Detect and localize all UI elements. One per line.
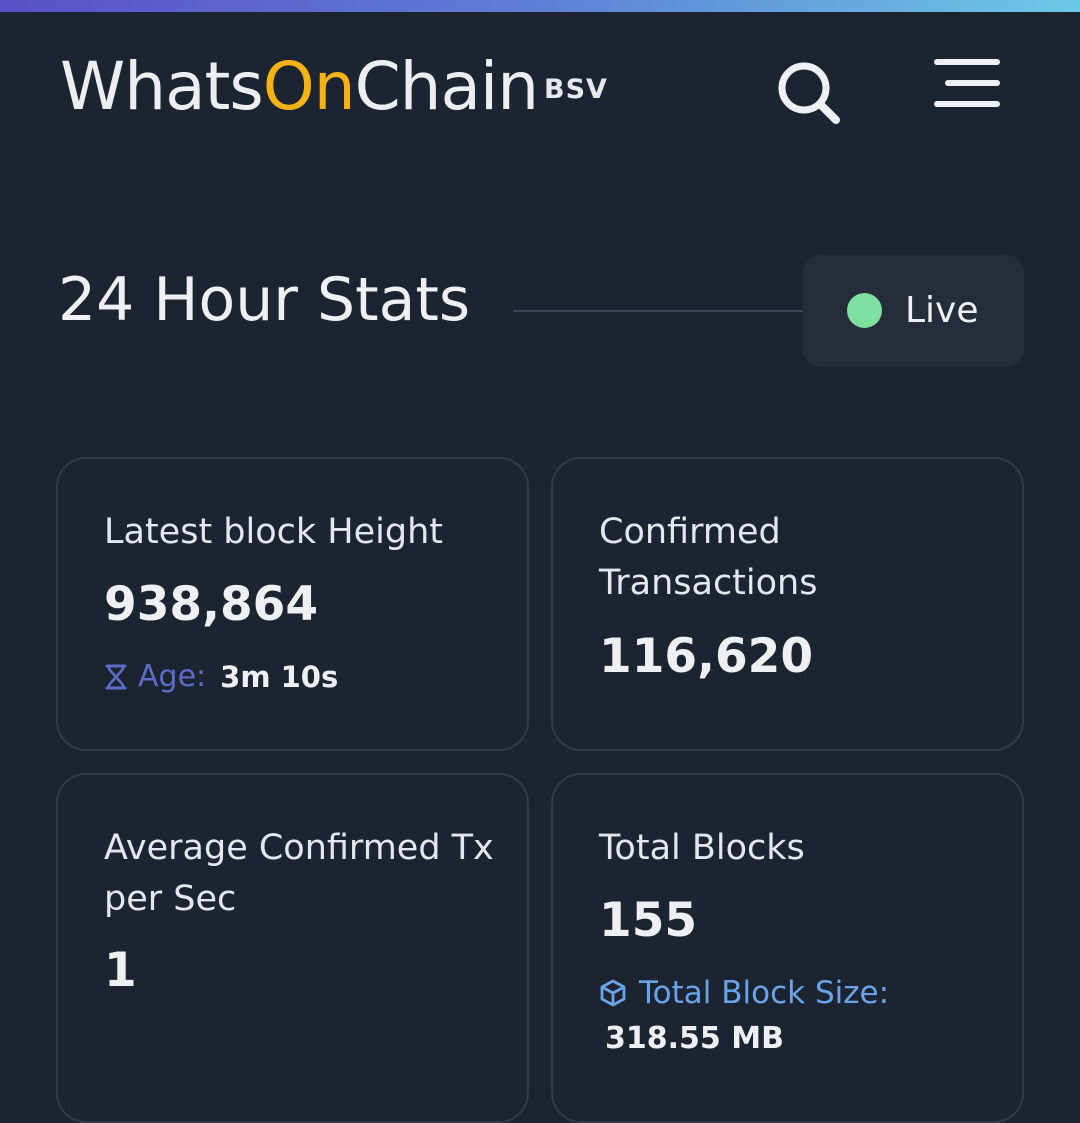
logo-text-chain: Chain	[354, 48, 540, 125]
menu-button[interactable]	[930, 56, 1006, 112]
total-block-size-row: Total Block Size:	[599, 975, 889, 1011]
total-block-size-label: Total Block Size:	[639, 975, 890, 1011]
hamburger-menu-icon	[934, 59, 1000, 107]
stat-card-average-tx-per-sec: Average Confirmed Tx per Sec 1	[56, 773, 529, 1123]
logo-text-on: On	[262, 48, 356, 125]
hourglass-icon	[105, 664, 127, 689]
cube-icon	[600, 979, 626, 1007]
live-label: Live	[905, 290, 979, 331]
logo-text-whats: Whats	[60, 48, 264, 125]
site-header: WhatsOnChain BSV	[0, 12, 1080, 162]
card-value: 1	[104, 943, 137, 998]
block-age-row: Age: 3m 10s	[104, 659, 338, 694]
card-label: Average Confirmed Tx per Sec	[104, 828, 494, 919]
card-label: Latest block Height	[104, 512, 443, 552]
live-status-badge: Live	[803, 255, 1024, 367]
stat-card-latest-block-height: Latest block Height 938,864 Age: 3m 10s	[56, 457, 529, 751]
network-label: BSV	[544, 74, 608, 105]
card-label: Confirmed Transactions	[599, 512, 818, 603]
top-gradient-bar	[0, 0, 1080, 12]
card-value: 116,620	[599, 629, 814, 684]
age-label: Age:	[138, 659, 207, 694]
age-value: 3m 10s	[220, 659, 339, 694]
section-title: 24 Hour Stats	[58, 265, 471, 335]
total-block-size-value: 318.55 MB	[605, 1021, 784, 1056]
stat-card-total-blocks: Total Blocks 155 Total Block Size: 318.5…	[551, 773, 1024, 1123]
search-icon	[778, 62, 840, 124]
stat-card-confirmed-transactions: Confirmed Transactions 116,620	[551, 457, 1024, 751]
title-divider	[513, 310, 803, 312]
card-label: Total Blocks	[599, 828, 805, 868]
site-logo[interactable]: WhatsOnChain	[60, 52, 539, 122]
live-indicator-dot	[847, 293, 882, 328]
search-button[interactable]	[772, 56, 848, 132]
card-value: 155	[599, 893, 698, 948]
card-value[interactable]: 938,864	[104, 577, 319, 632]
